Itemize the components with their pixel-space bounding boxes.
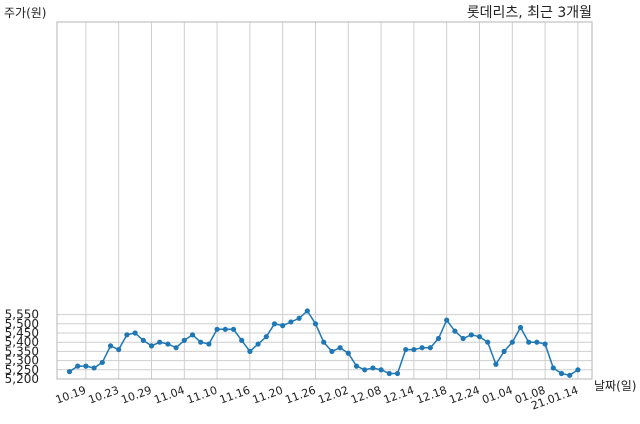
- price-point: [280, 323, 286, 329]
- price-point: [198, 339, 204, 345]
- price-point: [132, 330, 138, 336]
- price-point: [386, 370, 392, 377]
- y-axis-label: 주가(원): [4, 6, 46, 20]
- x-tick-label: 10.19: [54, 384, 88, 407]
- price-point: [394, 370, 401, 377]
- y-tick-label: 5,300: [5, 354, 39, 368]
- x-tick-label: 12.24: [447, 384, 481, 407]
- price-point: [345, 350, 351, 356]
- price-point: [75, 363, 81, 369]
- price-point: [542, 341, 548, 347]
- x-tick-label: 11.16: [218, 384, 252, 407]
- price-point: [66, 369, 73, 375]
- price-point: [140, 337, 146, 343]
- price-point: [526, 339, 532, 345]
- price-point: [206, 341, 212, 347]
- price-point: [460, 335, 466, 342]
- price-point: [403, 346, 409, 353]
- price-point: [91, 365, 97, 371]
- price-point: [271, 321, 278, 327]
- price-point: [509, 339, 515, 345]
- price-point: [575, 367, 581, 373]
- price-point: [173, 345, 179, 351]
- x-tick-label: 11.04: [152, 384, 186, 407]
- price-point: [214, 326, 220, 332]
- price-point: [107, 343, 114, 349]
- price-point: [435, 335, 442, 342]
- price-point: [116, 346, 122, 353]
- x-tick-label: 12.14: [382, 384, 416, 407]
- price-point: [296, 315, 302, 321]
- x-tick-label: 11.26: [283, 384, 317, 407]
- price-point: [550, 365, 556, 371]
- price-point: [247, 348, 253, 354]
- x-tick-label: 11.10: [185, 384, 219, 407]
- x-tick-label: 11.20: [251, 384, 285, 407]
- price-point: [165, 341, 171, 347]
- chart-title: 롯데리츠, 최근 3개월: [467, 5, 592, 21]
- price-point: [411, 346, 417, 353]
- price-point: [534, 339, 540, 345]
- y-tick-label: 5,350: [5, 344, 39, 358]
- price-point: [157, 339, 163, 345]
- grid: [57, 22, 592, 380]
- price-point: [288, 319, 294, 325]
- price-point: [148, 343, 155, 349]
- price-point: [353, 363, 360, 369]
- price-point: [99, 359, 105, 366]
- price-point: [239, 337, 245, 343]
- price-point: [419, 345, 425, 351]
- x-tick-label: 10.29: [119, 384, 153, 407]
- plot-frame: [56, 21, 593, 380]
- price-point: [222, 326, 228, 332]
- price-point: [476, 334, 483, 340]
- y-tick-label: 5,200: [5, 372, 39, 386]
- price-point: [362, 367, 368, 373]
- price-point: [468, 332, 474, 338]
- price-point: [558, 370, 565, 377]
- y-tick-label: 5,450: [5, 326, 39, 340]
- price-point: [485, 339, 491, 345]
- x-axis-ticks: 10.1910.2310.2911.0411.1011.1611.2011.26…: [54, 384, 580, 413]
- price-point: [567, 372, 573, 378]
- price-point: [337, 345, 343, 351]
- y-tick-label: 5,250: [5, 363, 39, 377]
- x-tick-label: 12.18: [415, 384, 449, 407]
- price-point: [501, 348, 507, 354]
- price-point: [304, 308, 310, 314]
- y-tick-label: 5,550: [5, 308, 39, 322]
- price-point: [124, 332, 130, 338]
- price-point: [181, 337, 187, 343]
- x-tick-label: 01.04: [480, 384, 514, 407]
- price-point: [493, 361, 499, 367]
- price-point: [189, 332, 196, 338]
- price-point: [263, 334, 269, 340]
- x-axis-label: 날짜(일): [594, 379, 636, 393]
- price-point: [321, 339, 327, 345]
- x-tick-label: 12.08: [349, 384, 383, 407]
- price-point: [230, 326, 237, 332]
- price-point: [378, 367, 384, 373]
- price-point: [427, 345, 433, 351]
- price-point: [312, 321, 319, 327]
- price-point: [255, 341, 261, 347]
- series-layer: [66, 308, 581, 378]
- x-tick-label: 12.02: [316, 384, 350, 407]
- x-tick-label: 10.23: [87, 384, 121, 407]
- price-point: [452, 328, 458, 334]
- price-point: [83, 363, 89, 369]
- y-tick-label: 5,500: [5, 317, 39, 331]
- y-tick-label: 5,400: [5, 335, 39, 349]
- price-point: [370, 365, 376, 371]
- price-point: [517, 324, 524, 331]
- price-point: [444, 317, 450, 323]
- price-point: [329, 348, 335, 354]
